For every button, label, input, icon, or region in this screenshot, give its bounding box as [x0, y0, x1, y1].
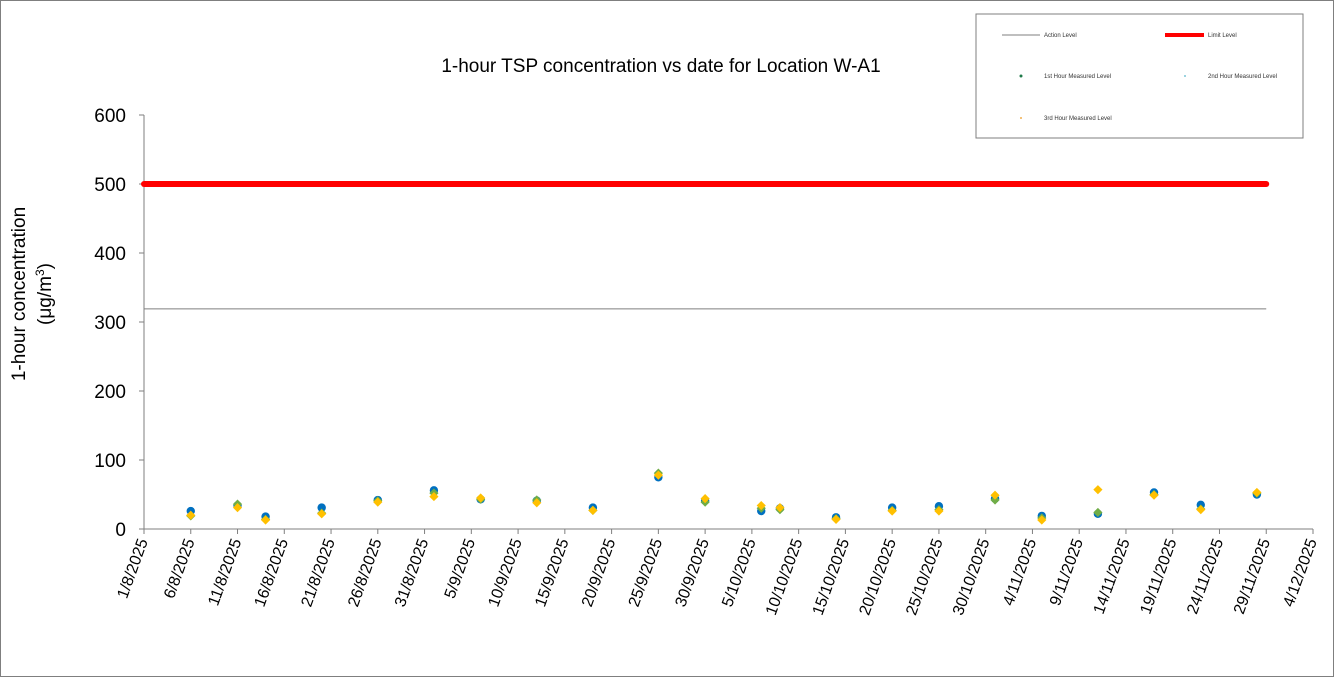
legend-2nd-hour-label: 2nd Hour Measured Level: [1208, 74, 1277, 80]
data-point-3: [317, 509, 327, 519]
y-tick-label: 100: [94, 451, 126, 472]
data-point-2: [1093, 507, 1103, 518]
x-tick-label: 25/10/2025: [903, 536, 946, 617]
data-point-3: [1037, 515, 1047, 525]
x-tick-label: 29/11/2025: [1231, 536, 1274, 616]
data-point-3: [1149, 490, 1159, 500]
y-axis-unit-prefix: (μg/m: [35, 276, 56, 325]
x-tick-label: 6/8/2025: [161, 536, 198, 600]
x-tick-label: 10/9/2025: [486, 536, 526, 609]
data-points: [186, 468, 1262, 525]
x-tick-label: 14/11/2025: [1091, 536, 1134, 616]
data-point-3: [1252, 487, 1262, 498]
x-tick-label: 19/11/2025: [1138, 536, 1181, 616]
x-tick-label: 15/10/2025: [810, 536, 853, 617]
data-point-3: [831, 514, 841, 524]
legend-3rd-hour-label: 3rd Hour Measured Level: [1044, 116, 1112, 122]
x-tick-label: 21/8/2025: [298, 536, 338, 609]
data-point-3: [887, 506, 897, 516]
x-tick-label: 15/9/2025: [532, 536, 572, 609]
x-tick-label: 11/8/2025: [205, 536, 245, 608]
legend-2nd-hour-marker-icon: [1184, 75, 1186, 77]
legend-1st-hour-label: 1st Hour Measured Level: [1044, 74, 1111, 80]
y-axis-label-main: 1-hour concentration: [9, 207, 30, 381]
x-tick-label: 30/9/2025: [673, 536, 713, 609]
data-point-3: [990, 490, 1000, 500]
x-tick-label: 5/9/2025: [442, 536, 479, 600]
data-point-3: [653, 470, 663, 480]
y-tick-label: 200: [94, 382, 126, 403]
legend-3rd-hour-marker-icon: [1020, 117, 1022, 119]
data-point-3: [756, 500, 766, 511]
y-tick-label: 500: [94, 175, 126, 196]
reference-lines: [141, 181, 1270, 310]
x-tick-label: 9/11/2025: [1047, 536, 1087, 608]
y-axis-unit-sup: 3: [33, 269, 47, 276]
x-tick-label: 24/11/2025: [1184, 536, 1227, 616]
data-point-1: [317, 503, 326, 512]
data-point-3: [532, 498, 542, 508]
x-tick-label: 10/10/2025: [763, 536, 806, 617]
data-point-3: [260, 515, 271, 525]
data-point-3: [934, 506, 944, 516]
data-point-3: [1196, 505, 1206, 515]
y-tick-label: 300: [94, 313, 126, 334]
data-point-3: [1093, 485, 1103, 495]
legend: Action Level Limit Level 1st Hour Measur…: [975, 13, 1304, 139]
x-tick-label: 30/10/2025: [950, 536, 993, 617]
legend-limit-label: Limit Level: [1208, 33, 1237, 39]
x-tick-label: 20/10/2025: [857, 536, 900, 617]
series-3: [186, 470, 1262, 525]
x-tick-label: 16/8/2025: [252, 536, 292, 609]
y-tick-label: 0: [115, 520, 126, 541]
legend-action-label: Action Level: [1044, 33, 1077, 39]
y-tick-label: 600: [94, 106, 126, 127]
x-tick-label: 25/9/2025: [626, 536, 666, 609]
data-point-2: [990, 495, 1000, 505]
y-axis-label-unit: (μg/m3): [33, 263, 56, 325]
x-tick-label: 1/8/2025: [114, 536, 151, 600]
data-point-3: [588, 505, 598, 515]
data-point-3: [775, 503, 785, 513]
x-tick-label: 20/9/2025: [579, 536, 619, 609]
data-point-3: [186, 510, 196, 520]
data-point-3: [429, 491, 439, 502]
x-tick-label: 4/11/2025: [1000, 536, 1040, 608]
data-point-3: [232, 503, 243, 513]
x-tick-label: 5/10/2025: [719, 536, 759, 609]
data-point-3: [476, 493, 486, 503]
x-tick-label: 26/8/2025: [345, 536, 385, 609]
y-axis-label: 1-hour concentration (μg/m3): [9, 207, 56, 381]
chart-title: 1-hour TSP concentration vs date for Loc…: [441, 56, 880, 77]
x-tick-label: 31/8/2025: [392, 536, 432, 609]
data-point-3: [373, 497, 383, 507]
data-point-3: [700, 494, 710, 504]
x-tick-label: 4/12/2025: [1280, 536, 1320, 609]
y-axis-unit-suffix: ): [35, 263, 56, 269]
legend-1st-hour-marker-icon: [1019, 74, 1023, 78]
y-tick-label: 400: [94, 244, 126, 265]
